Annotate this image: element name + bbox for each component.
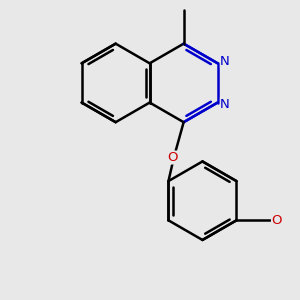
Text: O: O [272,214,282,227]
Text: O: O [167,151,177,164]
Text: N: N [220,55,230,68]
Text: N: N [220,98,230,111]
